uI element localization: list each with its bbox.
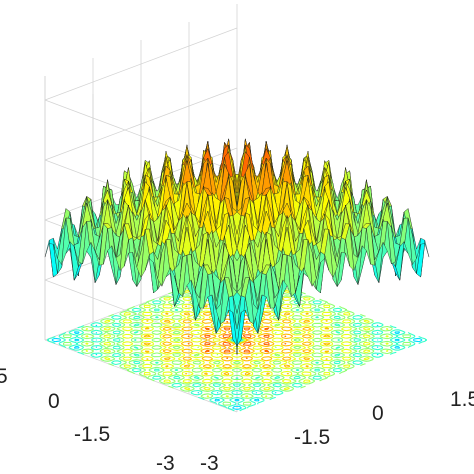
surface-mesh — [44, 138, 430, 355]
grid-line — [44, 339, 238, 413]
surface-cell — [232, 312, 242, 346]
x-tick-label: -3 — [200, 452, 219, 474]
x-tick-label: -1.5 — [294, 426, 330, 449]
grid-line — [44, 27, 238, 101]
tick-labels: 5 0 -1.5 -3 -3 -1.5 0 1.5 — [0, 365, 474, 474]
y-tick-label: 5 — [0, 365, 8, 388]
x-tick-label: 0 — [372, 402, 384, 425]
y-tick-label: 0 — [48, 390, 60, 413]
x-tick-label: 1.5 — [450, 388, 474, 411]
contour-line — [187, 321, 287, 359]
y-tick-label: -1.5 — [74, 423, 110, 446]
y-tick-label: -3 — [156, 452, 175, 474]
grid-line — [44, 87, 238, 161]
